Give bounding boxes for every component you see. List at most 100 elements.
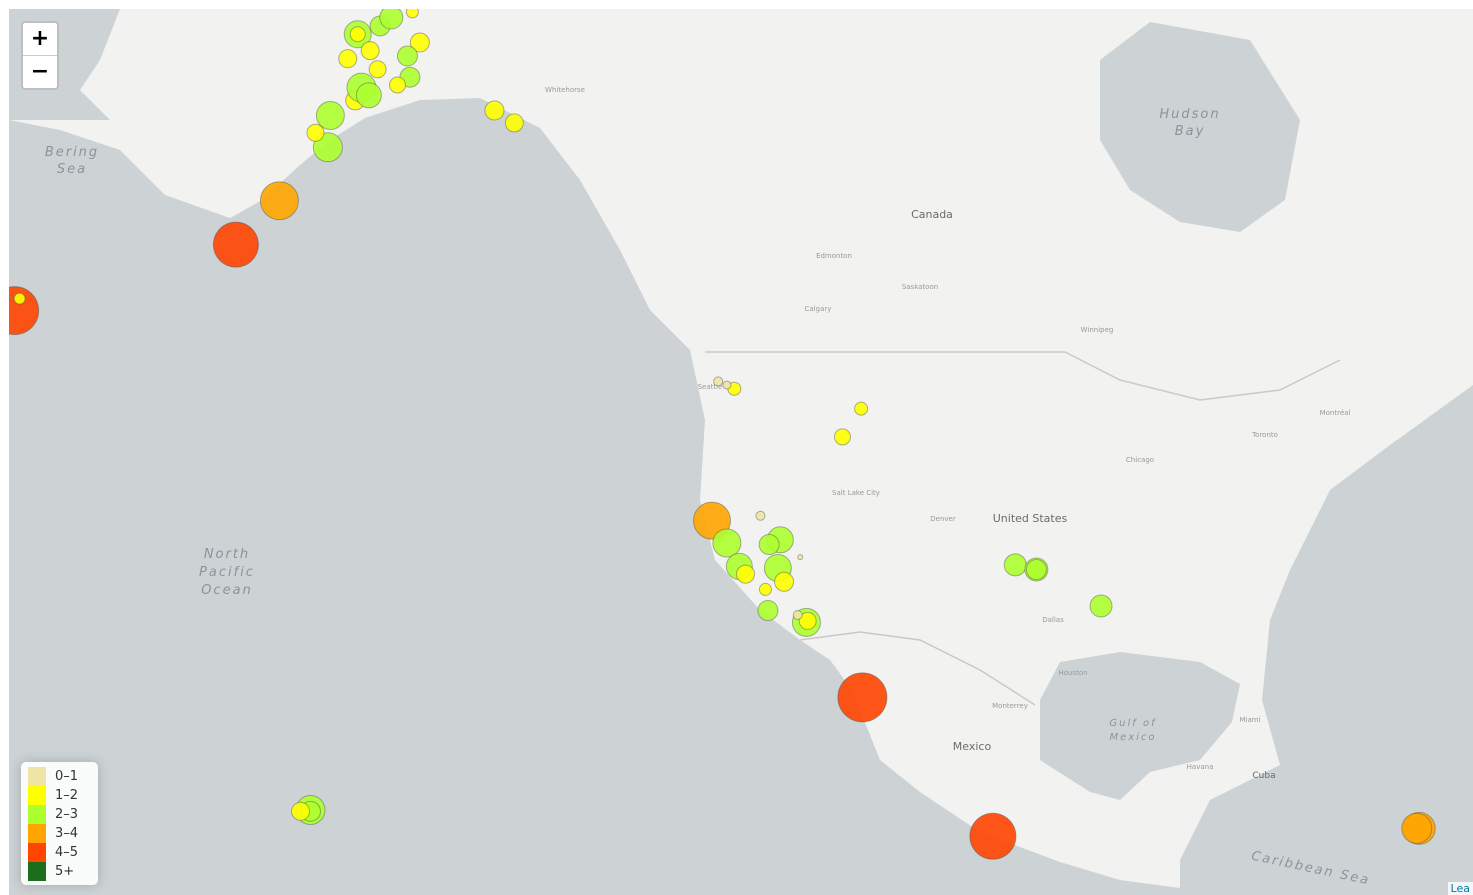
earthquake-marker[interactable] <box>259 181 299 221</box>
legend-swatch <box>28 786 46 805</box>
legend-item: 0–1 <box>28 767 98 786</box>
earthquake-marker[interactable] <box>484 100 505 121</box>
ocean-label: Pacific <box>199 565 255 580</box>
earthquake-marker[interactable] <box>379 6 404 30</box>
country-label: Cuba <box>1252 771 1275 781</box>
earthquake-marker[interactable] <box>315 100 345 130</box>
earthquake-marker[interactable] <box>312 132 343 163</box>
earthquake-marker[interactable] <box>736 564 756 584</box>
earthquake-marker[interactable] <box>368 60 387 79</box>
city-label: Salt Lake City <box>832 489 880 497</box>
zoom-in-button[interactable]: + <box>30 26 50 51</box>
hudson-bay <box>1100 22 1300 232</box>
ocean-label: Ocean <box>201 583 253 598</box>
legend-label: 5+ <box>55 864 75 879</box>
earthquake-marker[interactable] <box>212 221 259 268</box>
legend: 0–1 1–2 2–3 3–4 4–5 5+ <box>21 762 98 885</box>
legend-label: 1–2 <box>55 788 79 803</box>
legend-label: 4–5 <box>55 845 79 860</box>
earthquake-marker[interactable] <box>355 82 382 109</box>
pacific-ocean <box>9 98 1180 895</box>
sea-label: Mexico <box>1109 732 1156 743</box>
sea-label: Sea <box>57 162 87 177</box>
basemap: Bering Sea North Pacific Ocean Hudson Ba… <box>9 6 1473 895</box>
earthquake-marker[interactable] <box>797 554 804 561</box>
earthquake-marker[interactable] <box>854 401 869 416</box>
earthquake-marker[interactable] <box>692 501 731 540</box>
border <box>705 351 1341 706</box>
city-label: Montréal <box>1320 409 1351 417</box>
earthquake-marker[interactable] <box>798 611 817 630</box>
atlantic-ocean <box>1180 385 1473 895</box>
legend-label: 3–4 <box>55 826 79 841</box>
earthquake-marker[interactable] <box>712 528 742 558</box>
legend-swatch <box>28 843 46 862</box>
attribution[interactable]: Lea <box>1447 882 1473 895</box>
city-label: Winnipeg <box>1081 326 1114 334</box>
legend-item: 2–3 <box>28 805 98 824</box>
earthquake-marker[interactable] <box>1025 559 1047 581</box>
earthquake-marker[interactable] <box>722 380 732 390</box>
city-label: Dallas <box>1042 616 1064 624</box>
city-label: Denver <box>930 515 956 523</box>
legend-swatch <box>28 805 46 824</box>
city-label: Chicago <box>1126 456 1154 464</box>
earthquake-marker[interactable] <box>396 45 418 67</box>
legend-swatch <box>28 862 46 881</box>
earthquake-marker[interactable] <box>338 49 358 69</box>
earthquake-marker[interactable] <box>757 600 779 622</box>
city-label: Miami <box>1239 716 1260 724</box>
earthquake-marker[interactable] <box>388 76 406 94</box>
earthquake-marker[interactable] <box>360 41 380 61</box>
earthquake-marker[interactable] <box>758 534 780 556</box>
city-label: Houston <box>1058 669 1087 677</box>
legend-label: 2–3 <box>55 807 79 822</box>
earthquake-marker[interactable] <box>1089 594 1113 618</box>
zoom-out-button[interactable]: − <box>23 55 57 88</box>
city-label: Havana <box>1187 763 1214 771</box>
city-label: Calgary <box>805 305 832 313</box>
city-label: Seattle <box>698 383 723 391</box>
earthquake-marker[interactable] <box>405 6 419 19</box>
country-label: Canada <box>911 208 953 221</box>
earthquake-marker[interactable] <box>349 26 366 43</box>
legend-item: 4–5 <box>28 843 98 862</box>
legend-item: 5+ <box>28 862 98 881</box>
earthquake-marker[interactable] <box>409 32 430 53</box>
earthquake-marker[interactable] <box>833 428 851 446</box>
earthquake-marker[interactable] <box>306 123 325 142</box>
earthquake-marker[interactable] <box>1401 812 1433 844</box>
city-label: Edmonton <box>816 252 852 260</box>
city-label: Saskatoon <box>902 283 938 291</box>
earthquake-marker[interactable] <box>837 672 888 723</box>
city-label: Toronto <box>1251 431 1278 439</box>
city-label: Monterrey <box>992 702 1028 710</box>
ocean-label: North <box>204 547 250 562</box>
legend-item: 1–2 <box>28 786 98 805</box>
earthquake-marker[interactable] <box>755 510 766 521</box>
country-label: United States <box>993 512 1068 525</box>
gulf-of-mexico <box>1040 652 1240 800</box>
earthquake-marker[interactable] <box>291 801 311 821</box>
earthquake-marker[interactable] <box>792 609 803 620</box>
earthquake-marker[interactable] <box>13 292 26 305</box>
zoom-control: + − <box>21 21 59 90</box>
legend-swatch <box>28 767 46 786</box>
legend-item: 3–4 <box>28 824 98 843</box>
earthquake-marker[interactable] <box>774 571 795 592</box>
sea-label: Bering <box>45 145 99 160</box>
earthquake-layer <box>9 6 1436 860</box>
country-label: Mexico <box>953 740 992 753</box>
earthquake-marker[interactable] <box>504 113 524 133</box>
earthquake-marker[interactable] <box>1003 553 1027 577</box>
earthquake-marker[interactable] <box>969 812 1017 860</box>
city-label: Whitehorse <box>545 86 585 94</box>
legend-label: 0–1 <box>55 769 79 784</box>
sea-label: Hudson <box>1159 107 1220 122</box>
earthquake-marker[interactable] <box>713 376 724 387</box>
legend-swatch <box>28 824 46 843</box>
sea-label: Bay <box>1175 124 1206 139</box>
earthquake-marker[interactable] <box>758 582 772 596</box>
